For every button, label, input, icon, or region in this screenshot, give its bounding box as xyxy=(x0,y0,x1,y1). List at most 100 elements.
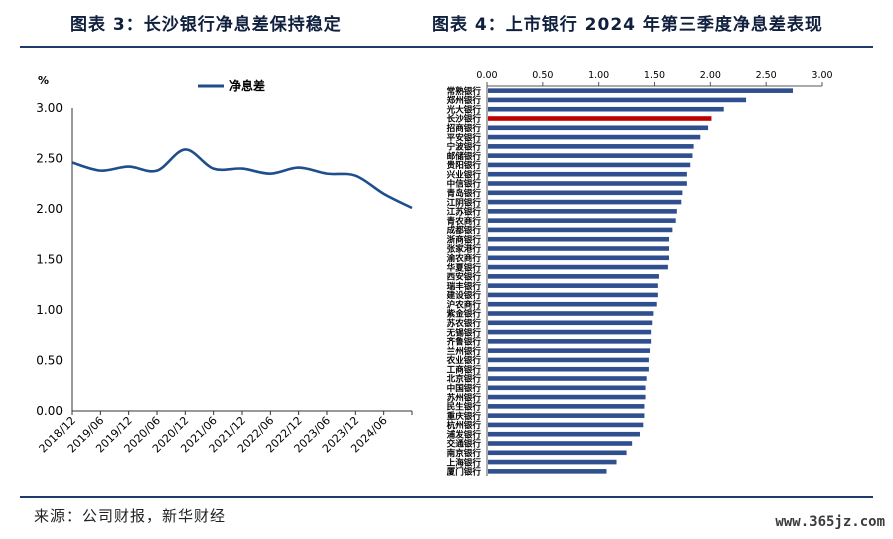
category-label: 渝农商行 xyxy=(447,252,482,264)
x-tick-label: 1.50 xyxy=(644,70,665,81)
category-label: 杭州银行 xyxy=(447,419,482,431)
category-label: 农业银行 xyxy=(446,354,482,366)
bar xyxy=(488,348,651,353)
category-label: 青岛银行 xyxy=(447,187,482,199)
category-label: 贵阳银行 xyxy=(447,159,482,171)
bar xyxy=(488,106,724,112)
legend-label: 净息差 xyxy=(229,78,265,93)
y-axis-unit: % xyxy=(38,74,49,87)
category-label: 建设银行 xyxy=(446,289,482,301)
category-label: 中信银行 xyxy=(447,178,482,190)
bar xyxy=(488,311,654,316)
category-label: 苏州银行 xyxy=(447,391,482,403)
category-label: 兰州银行 xyxy=(447,345,482,357)
bar xyxy=(488,385,646,391)
x-tick-label: 2.50 xyxy=(756,70,777,81)
category-label: 民生银行 xyxy=(447,401,482,413)
bar xyxy=(488,125,709,131)
category-label: 兴业银行 xyxy=(447,168,482,180)
category-label: 无锡银行 xyxy=(446,326,482,338)
bar xyxy=(488,162,691,168)
bar xyxy=(488,404,645,409)
x-tick-label: 3.00 xyxy=(811,70,832,81)
category-label: 重庆银行 xyxy=(447,410,482,422)
bar xyxy=(488,88,793,93)
category-label: 江阴银行 xyxy=(447,196,482,208)
bar xyxy=(488,301,657,307)
bar xyxy=(488,283,658,288)
bar xyxy=(488,209,677,214)
bar xyxy=(488,422,644,428)
bar xyxy=(488,292,658,298)
category-label: 紫金银行 xyxy=(447,308,482,320)
category-label: 招商银行 xyxy=(447,122,482,134)
bar xyxy=(488,320,653,326)
bar xyxy=(488,459,617,465)
series-line-net-interest-margin xyxy=(71,148,413,210)
bar xyxy=(488,413,645,418)
top-rule xyxy=(20,46,873,48)
bar xyxy=(488,236,670,242)
category-label: 齐鲁银行 xyxy=(447,336,482,348)
bar xyxy=(488,431,640,437)
bar xyxy=(488,171,687,177)
category-label: 张家港行 xyxy=(447,243,482,255)
category-label: 青农商行 xyxy=(447,215,482,227)
x-tick-label: 0.50 xyxy=(532,70,553,81)
category-label: 上海银行 xyxy=(447,456,482,468)
right-chart-title: 图表 4：上市银行 2024 年第三季度净息差表现 xyxy=(432,15,823,35)
bar xyxy=(488,274,659,279)
category-label: 工商银行 xyxy=(447,363,482,375)
category-label: 沪农商行 xyxy=(447,298,482,310)
y-tick-label: 2.50 xyxy=(36,152,63,166)
bar xyxy=(488,153,693,158)
category-label: 浦发银行 xyxy=(447,428,482,440)
category-label: 华夏银行 xyxy=(447,261,482,273)
y-tick-label: 1.50 xyxy=(36,253,63,267)
bottom-rule xyxy=(20,496,873,498)
bar xyxy=(488,144,694,149)
bar xyxy=(488,190,683,196)
y-tick-label: 1.00 xyxy=(36,303,63,317)
category-label: 浙商银行 xyxy=(447,233,482,245)
x-tick-label: 2.00 xyxy=(700,70,721,81)
y-tick-label: 3.00 xyxy=(36,101,63,115)
category-label: 光大银行 xyxy=(446,103,482,115)
category-label: 江苏银行 xyxy=(447,206,482,218)
category-label: 郑州银行 xyxy=(447,94,482,106)
category-label: 交通银行 xyxy=(447,438,482,450)
category-label: 长沙银行 xyxy=(447,113,482,125)
bar xyxy=(488,441,633,446)
category-label: 中国银行 xyxy=(447,382,482,394)
category-label: 常熟银行 xyxy=(447,85,482,97)
bar xyxy=(488,376,647,381)
category-label: 宁波银行 xyxy=(447,141,482,153)
source-note: 来源：公司财报，新华财经 xyxy=(34,507,227,525)
bar xyxy=(488,218,676,223)
left-chart-title: 图表 3：长沙银行净息差保持稳定 xyxy=(70,15,342,35)
bar xyxy=(488,116,712,121)
bar xyxy=(488,255,670,261)
category-label: 北京银行 xyxy=(447,373,482,385)
bar xyxy=(488,357,649,363)
bar xyxy=(488,181,687,186)
x-tick-label: 0.00 xyxy=(476,70,497,81)
bar xyxy=(488,469,607,474)
bar xyxy=(488,394,646,400)
bar xyxy=(488,97,747,103)
category-label: 邮储银行 xyxy=(447,150,482,162)
category-label: 平安银行 xyxy=(447,131,482,143)
category-label: 厦门银行 xyxy=(447,466,482,478)
category-label: 南京银行 xyxy=(447,447,482,459)
bar xyxy=(488,329,652,335)
bar xyxy=(488,264,668,270)
bar xyxy=(488,227,673,233)
category-label: 西安银行 xyxy=(447,271,482,283)
category-label: 苏农银行 xyxy=(447,317,482,329)
bar xyxy=(488,366,649,372)
bar xyxy=(488,246,670,251)
watermark: www.365jz.com xyxy=(775,514,885,530)
category-label: 瑞丰银行 xyxy=(447,280,482,292)
bar xyxy=(488,450,627,456)
